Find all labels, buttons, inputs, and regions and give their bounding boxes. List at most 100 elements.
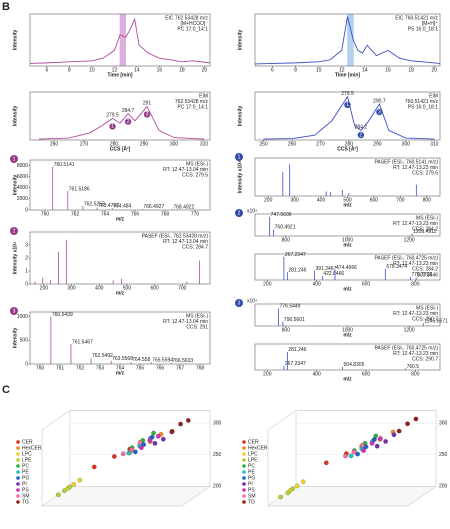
point xyxy=(56,492,61,498)
point xyxy=(151,430,156,436)
point xyxy=(152,441,158,446)
peak-badge xyxy=(357,131,365,139)
x-tick-label: 768 xyxy=(196,365,205,371)
peak-id: 1 xyxy=(346,102,349,108)
badge xyxy=(235,209,243,217)
y-tick-label: 8000 xyxy=(17,163,28,169)
badge xyxy=(235,153,243,161)
x-tick-label: 310 xyxy=(200,141,209,147)
legend-label: PE xyxy=(248,469,255,475)
stick-label: 267.2347 xyxy=(285,252,306,258)
plot-frame xyxy=(254,253,441,281)
point xyxy=(383,439,388,444)
annotation: MS (ESI-) xyxy=(416,305,438,311)
legend-label: TG xyxy=(248,499,255,505)
point xyxy=(133,449,138,455)
stick-label: 762.5253 xyxy=(84,201,105,207)
legend-label: SM xyxy=(248,493,256,499)
x-axis-label: m/z xyxy=(343,202,352,208)
x-tick-label: 200 xyxy=(263,281,272,287)
x-axis-label: m/z xyxy=(343,332,352,338)
point xyxy=(355,451,360,457)
x-tick-label: 300 xyxy=(402,141,411,147)
x-tick-label: 761 xyxy=(56,365,65,371)
x-tick-label: 765 xyxy=(136,365,145,371)
x-tick-label: 770 xyxy=(191,211,200,217)
x-tick-label: 260 xyxy=(288,141,297,147)
y-tick-label: 500 xyxy=(20,338,29,344)
y-axis-label: Intensity xyxy=(237,30,243,51)
peak-id: 2 xyxy=(127,119,130,125)
legend-swatch xyxy=(242,470,246,474)
point xyxy=(120,451,126,457)
legend-label: CER xyxy=(22,439,33,445)
z-tick-label: 250 xyxy=(213,452,222,458)
x-tick-label: 1000 xyxy=(342,237,353,243)
plot-frame xyxy=(29,159,211,211)
point xyxy=(178,421,183,427)
peak-id: 3 xyxy=(146,112,149,118)
legend-label: TG xyxy=(22,499,29,505)
stick-label: 474.4666 xyxy=(336,265,357,271)
legend-label: PE xyxy=(22,469,29,475)
point xyxy=(62,488,67,493)
x-tick-label: 300 xyxy=(290,197,299,203)
x-tick-label: 300 xyxy=(170,141,179,147)
y-tick-label: 6000 xyxy=(17,174,28,180)
peak-label: 279.5 xyxy=(106,113,119,119)
back-wall xyxy=(295,410,437,487)
point xyxy=(391,432,397,438)
y-tick-label: 3 xyxy=(25,242,28,248)
z-tick-label: 250 xyxy=(439,452,448,458)
point xyxy=(294,483,300,489)
x-tick-label: 280 xyxy=(110,141,119,147)
annotation: 762.53428 m/z xyxy=(175,99,209,105)
badge-number: 3 xyxy=(13,308,16,314)
x-tick-label: 14 xyxy=(134,67,140,73)
annotation: PASEF (ESI-, 760.4725 m/z) xyxy=(374,255,438,261)
badge-number: 1 xyxy=(13,156,16,162)
x-tick-label: 20 xyxy=(202,67,208,73)
annotation: RT: 12.47-13.23 min xyxy=(393,351,438,357)
x-tick-label: 6 xyxy=(45,67,48,73)
x-tick-label: 250 xyxy=(259,141,268,147)
peak-id: 2 xyxy=(359,132,362,138)
scale-note: x10⁴ xyxy=(247,298,257,304)
x-tick-label: 760 xyxy=(41,211,50,217)
legend-label: PI xyxy=(248,481,253,487)
panel-label: B xyxy=(2,1,10,13)
stick-label: 768.4922 xyxy=(173,204,194,210)
stick-label: 422.8466 xyxy=(323,271,344,277)
peak-label: 284.7 xyxy=(122,108,135,114)
x-tick-label: 16 xyxy=(157,67,163,73)
x-tick-label: 200 xyxy=(40,285,49,291)
peak-badge xyxy=(344,101,351,109)
point xyxy=(126,450,132,456)
stick-label: 504.8305 xyxy=(344,362,365,368)
legend-swatch xyxy=(16,464,20,468)
point xyxy=(369,440,375,446)
legend-label: PG xyxy=(22,475,29,481)
x-tick-label: 763 xyxy=(96,365,105,371)
y-axis-label: Intensity xyxy=(12,175,18,196)
annotation: MS (ESI-) xyxy=(186,313,208,319)
annotation: CCS: 284.7 xyxy=(182,244,208,250)
point xyxy=(378,436,383,441)
y-tick-label: 2000 xyxy=(17,196,28,202)
y-axis-label: Intensity xyxy=(237,106,243,127)
point xyxy=(290,486,296,492)
point xyxy=(396,428,402,434)
x-axis-label: m/z xyxy=(116,370,125,376)
point xyxy=(343,453,348,459)
stick-label: 765.5594 xyxy=(152,358,173,364)
x-tick-label: 764 xyxy=(116,365,125,371)
point xyxy=(161,436,166,442)
x-tick-label: 600 xyxy=(362,371,371,377)
x-tick-label: 20 xyxy=(431,67,437,73)
x-tick-label: 500 xyxy=(343,197,352,203)
badge xyxy=(235,299,243,307)
point xyxy=(372,437,377,442)
x-tick-label: 12 xyxy=(112,67,118,73)
legend-swatch xyxy=(16,452,20,456)
